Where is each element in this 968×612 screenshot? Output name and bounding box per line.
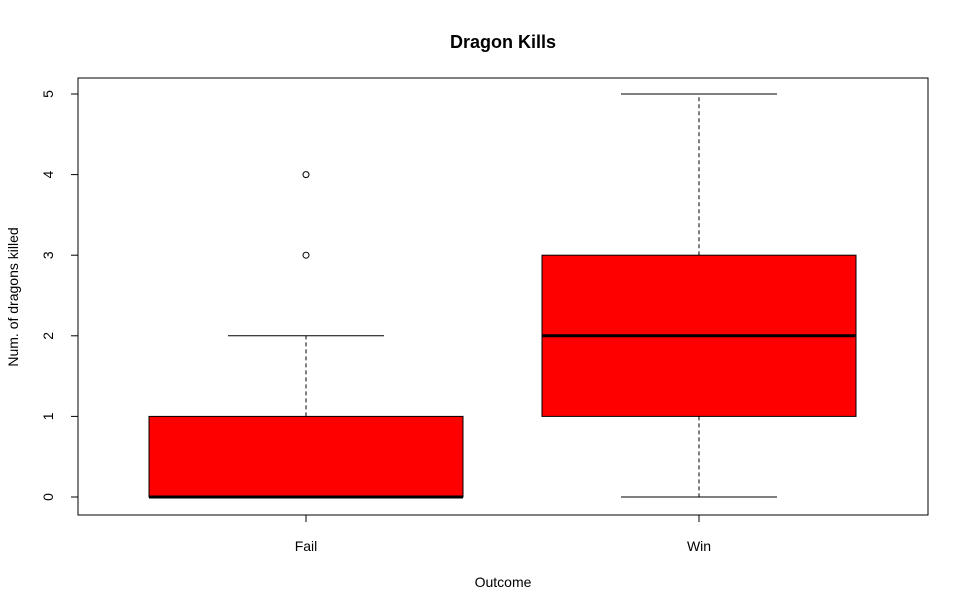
x-axis-label: Outcome [475, 574, 532, 590]
y-tick-label-2: 2 [40, 332, 56, 340]
y-tick-label-0: 0 [40, 493, 56, 501]
y-tick-label-1: 1 [40, 412, 56, 420]
x-tick-label-1: Win [687, 538, 711, 554]
box-fail [149, 416, 463, 497]
x-tick-label-0: Fail [295, 538, 318, 554]
chart-title: Dragon Kills [450, 32, 556, 52]
y-tick-label-5: 5 [40, 90, 56, 98]
y-axis-label: Num. of dragons killed [5, 227, 21, 366]
y-tick-label-3: 3 [40, 251, 56, 259]
y-tick-label-4: 4 [40, 170, 56, 178]
